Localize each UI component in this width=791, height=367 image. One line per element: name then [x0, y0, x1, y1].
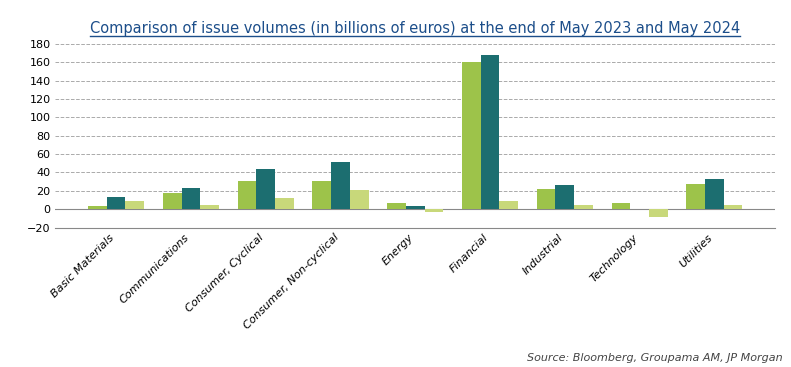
Bar [537, 189, 555, 209]
Bar [406, 206, 425, 209]
Bar [275, 198, 293, 209]
Bar [350, 190, 369, 209]
Bar [126, 201, 144, 209]
Bar [200, 205, 219, 209]
Bar [724, 205, 743, 209]
Bar [182, 188, 200, 209]
Bar [481, 55, 499, 209]
Bar [388, 203, 406, 209]
Bar [499, 201, 518, 209]
Bar [574, 205, 593, 209]
Bar [88, 206, 107, 209]
Text: Source: Bloomberg, Groupama AM, JP Morgan: Source: Bloomberg, Groupama AM, JP Morga… [528, 353, 783, 363]
Bar [312, 181, 331, 209]
Bar [107, 197, 126, 209]
Bar [687, 184, 705, 209]
Bar [649, 209, 668, 217]
Bar [555, 185, 574, 209]
Bar [611, 203, 630, 209]
Bar [256, 169, 275, 209]
Bar [425, 209, 443, 212]
Bar [462, 62, 481, 209]
Bar [331, 162, 350, 209]
Bar [237, 181, 256, 209]
Bar [705, 179, 724, 209]
Bar [163, 193, 182, 209]
Title: Comparison of issue volumes (in billions of euros) at the end of May 2023 and Ma: Comparison of issue volumes (in billions… [90, 21, 740, 36]
